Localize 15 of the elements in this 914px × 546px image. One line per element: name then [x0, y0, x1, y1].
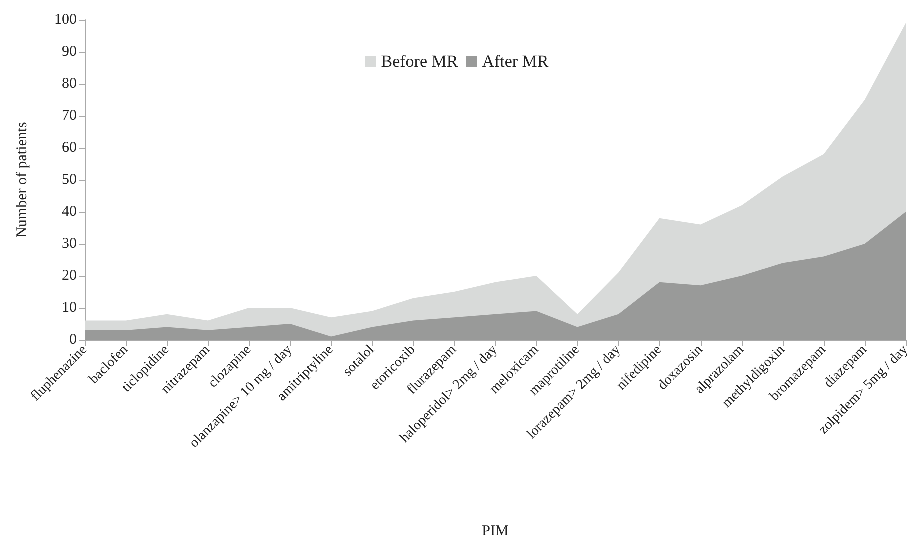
y-tick-label: 0 [70, 332, 77, 348]
y-tick-label: 40 [62, 204, 77, 220]
legend-label: Before MR [381, 52, 459, 71]
y-tick-label: 50 [62, 172, 77, 188]
y-tick-label: 100 [54, 12, 77, 28]
y-axis-title: Number of patients [14, 122, 30, 238]
y-tick-label: 60 [62, 140, 77, 156]
y-tick-label: 90 [62, 44, 77, 60]
y-tick-label: 10 [62, 300, 77, 316]
y-tick-label: 80 [62, 76, 77, 92]
x-axis-title: PIM [482, 524, 509, 540]
y-tick-label: 30 [62, 236, 77, 252]
y-tick-label: 70 [62, 108, 77, 124]
legend-label: After MR [482, 52, 550, 71]
y-tick-label: 20 [62, 268, 77, 284]
